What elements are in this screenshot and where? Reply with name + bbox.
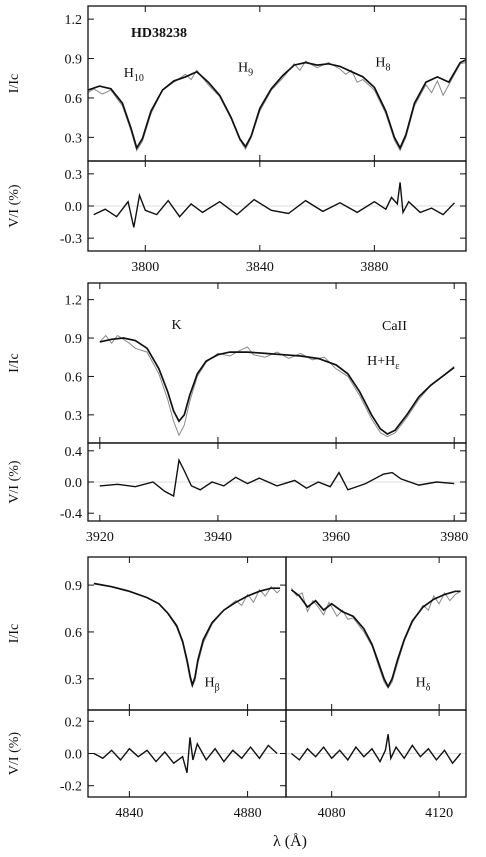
panel-balmer-h8-h9-h10-intensity-ytick-label: 0.6 — [65, 92, 83, 107]
panel-h-delta-xtick-label: 4080 — [318, 806, 346, 821]
panel-h-beta-observed-line — [93, 583, 281, 689]
panel-h-delta-line-annotation: Hδ — [416, 676, 431, 694]
panel-caii-h-k-intensity-ytick-label: 0.9 — [65, 332, 83, 347]
panel-h-beta-ylabel-intensity: I/Ic — [7, 624, 22, 643]
panel-balmer-h8-h9-h10-xtick-label: 3840 — [246, 260, 274, 275]
panel-h-beta-stokes-ytick-label: 0.2 — [65, 715, 83, 730]
panel-balmer-h8-h9-h10-ylabel-stokes: V/I (%) — [7, 184, 22, 227]
panel-h-delta-model-line — [290, 589, 461, 689]
caii-label: CaII — [382, 319, 407, 334]
panel-h-beta-xtick-label: 4880 — [234, 806, 262, 821]
panel-h-beta-model-line — [93, 582, 281, 688]
panel-h-beta-intensity-ytick-label: 0.6 — [65, 626, 83, 641]
plot-layer: 0.3 0.6 0.9 1.2 -0.3 0.0 0.3 3800 3840 3880 I/Ic V/… — [7, 5, 468, 821]
panel-balmer-h8-h9-h10-intensity-ytick-label: 1.2 — [65, 13, 83, 28]
panel-caii-h-k-line-annotation: H+Hε — [367, 354, 399, 372]
panel-caii-h-k-intensity-ytick-label: 1.2 — [65, 294, 83, 309]
panel-h-beta-stokes-ytick-label: -0.2 — [60, 780, 82, 795]
panel-caii-h-k-stokes-ytick-label: -0.4 — [60, 507, 82, 522]
panel-caii-h-k-xtick-label: 3980 — [440, 530, 468, 545]
panel-h-beta-intensity-ytick-label: 0.9 — [65, 579, 83, 594]
panel-h-beta-intensity-frame — [87, 556, 287, 711]
panel-h-beta-intensity-ytick-label: 0.3 — [65, 673, 83, 688]
panel-balmer-h8-h9-h10-stokes-v-line — [93, 182, 456, 228]
panel-balmer-h8-h9-h10-stokes-ytick-label: -0.3 — [60, 232, 82, 247]
panel-balmer-h8-h9-h10-intensity-ytick-label: 0.9 — [65, 53, 83, 68]
panel-balmer-h8-h9-h10-xtick-label: 3880 — [360, 260, 388, 275]
panel-caii-h-k-observed-line — [99, 334, 455, 438]
panel-balmer-h8-h9-h10-line-annotation: H8 — [375, 55, 390, 73]
panel-h-delta-xtick-label: 4120 — [425, 806, 453, 821]
panel-caii-h-k-intensity-frame — [87, 282, 467, 444]
panel-caii-h-k-xtick-label: 3920 — [86, 530, 114, 545]
panel-h-beta-stokes-ytick-label: 0.0 — [65, 748, 83, 763]
panel-balmer-h8-h9-h10-xtick-label: 3800 — [131, 260, 159, 275]
panel-h-delta-stokes-frame — [285, 709, 467, 798]
panel-caii-h-k-stokes-ytick-label: 0.4 — [65, 445, 83, 460]
panel-h-delta-stokes-v-line — [290, 734, 462, 765]
panel-caii-h-k-xtick-label: 3940 — [204, 530, 232, 545]
panel-balmer-h8-h9-h10-ylabel-intensity: I/Ic — [7, 74, 22, 93]
panel-caii-h-k-intensity-ytick-label: 0.3 — [65, 409, 83, 424]
panel-caii-h-k-line-annotation: K — [172, 318, 182, 333]
panel-balmer-h8-h9-h10-line-annotation: H10 — [124, 66, 144, 84]
panel-balmer-h8-h9-h10-stokes-ytick-label: 0.3 — [65, 168, 83, 183]
panel-balmer-h8-h9-h10-model-line — [87, 59, 467, 150]
star-label: HD38238 — [131, 26, 187, 41]
panel-caii-h-k-stokes-v-line — [99, 457, 455, 498]
panel-caii-h-k-model-line — [99, 337, 455, 435]
x-axis-label: λ (Å) — [273, 832, 307, 850]
panel-h-delta-intensity-frame — [285, 556, 467, 711]
panel-h-beta-line-annotation: Hβ — [205, 676, 220, 694]
panel-caii-h-k-ylabel-intensity: I/Ic — [7, 353, 22, 372]
panel-balmer-h8-h9-h10-intensity-ytick-label: 0.3 — [65, 131, 83, 146]
panel-caii-h-k-xtick-label: 3960 — [322, 530, 350, 545]
panel-caii-h-k-intensity-ytick-label: 0.6 — [65, 370, 83, 385]
panel-balmer-h8-h9-h10-stokes-ytick-label: 0.0 — [65, 200, 83, 215]
panel-caii-h-k-ylabel-stokes: V/I (%) — [7, 460, 22, 503]
panel-h-beta-xtick-label: 4840 — [115, 806, 143, 821]
panel-h-beta-ylabel-stokes: V/I (%) — [7, 732, 22, 775]
panel-balmer-h8-h9-h10-observed-line — [87, 60, 467, 152]
panel-balmer-h8-h9-h10-line-annotation: H9 — [238, 61, 253, 79]
panel-h-beta-stokes-v-line — [93, 737, 278, 773]
panel-caii-h-k-stokes-ytick-label: 0.0 — [65, 476, 83, 491]
